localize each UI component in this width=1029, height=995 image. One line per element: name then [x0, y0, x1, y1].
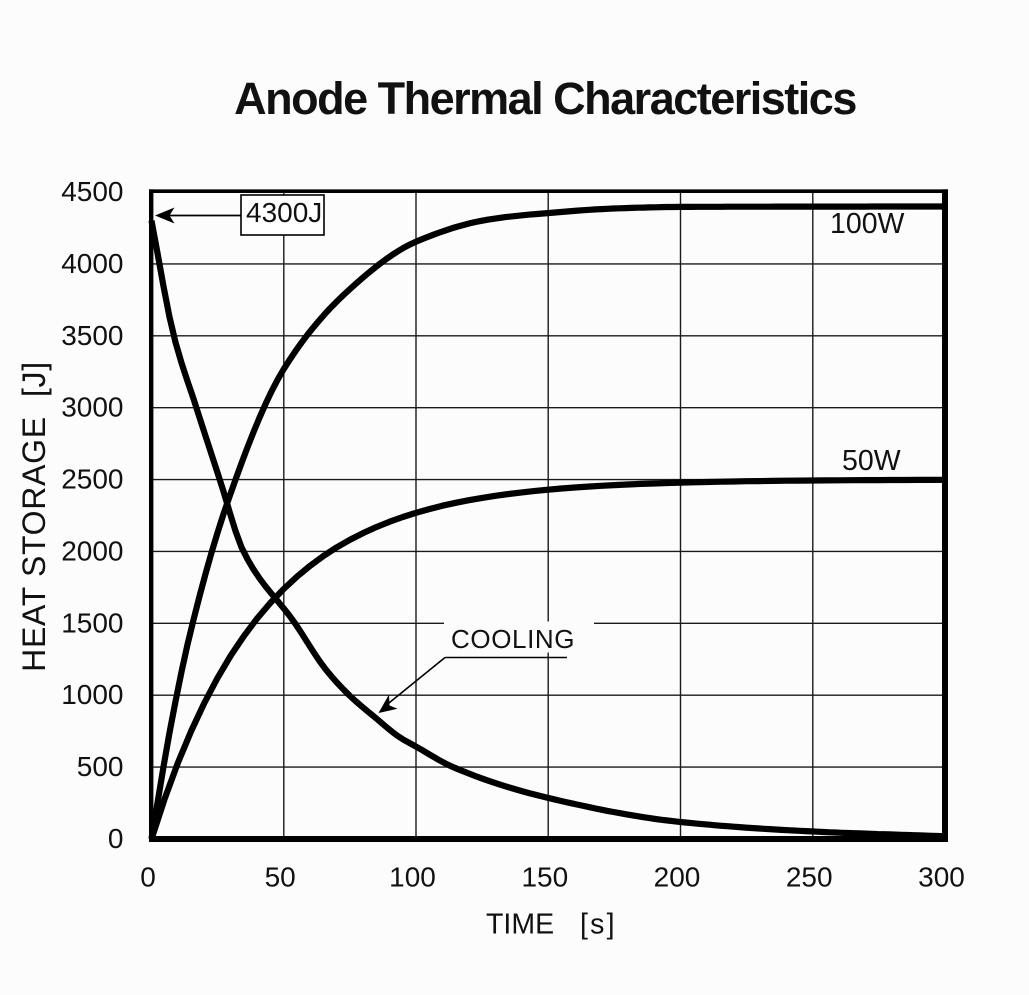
svg-text:2000: 2000 [61, 535, 123, 566]
svg-text:300: 300 [918, 862, 965, 893]
svg-text:200: 200 [654, 862, 701, 893]
svg-text:4000: 4000 [61, 248, 123, 279]
svg-text:0: 0 [108, 823, 124, 854]
svg-text:150: 150 [521, 862, 568, 893]
svg-text:1500: 1500 [61, 607, 123, 638]
svg-text:100: 100 [389, 862, 436, 893]
svg-text:4300J: 4300J [246, 197, 322, 228]
svg-text:3500: 3500 [61, 320, 123, 351]
svg-text:500: 500 [77, 751, 124, 782]
svg-text:HEAT STORAGE [J]: HEAT STORAGE [J] [16, 361, 52, 672]
svg-text:2500: 2500 [61, 464, 123, 495]
svg-text:Anode Thermal Characteristics: Anode Thermal Characteristics [234, 73, 856, 124]
svg-text:3000: 3000 [61, 392, 123, 423]
svg-text:4500: 4500 [61, 176, 123, 207]
svg-text:100W: 100W [830, 208, 905, 240]
svg-text:50W: 50W [842, 445, 901, 477]
svg-text:50: 50 [265, 862, 296, 893]
svg-text:1000: 1000 [61, 679, 123, 710]
svg-text:0: 0 [140, 862, 156, 893]
svg-text:250: 250 [786, 862, 833, 893]
svg-text:COOLING: COOLING [451, 624, 575, 654]
svg-text:TIME[s]: TIME [s] [486, 909, 617, 941]
